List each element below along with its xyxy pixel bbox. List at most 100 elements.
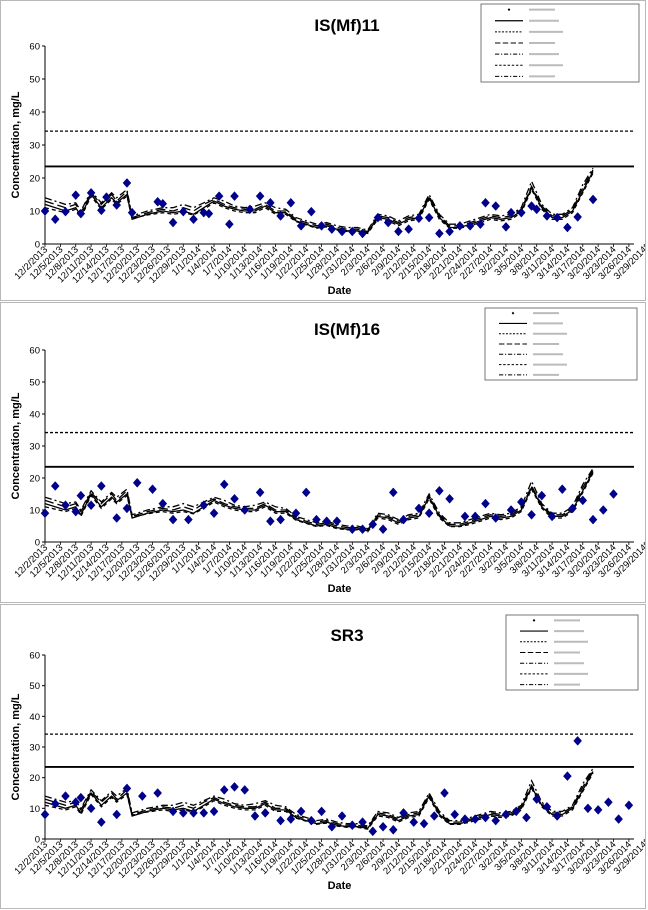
- data-point: [86, 500, 96, 511]
- data-point: [424, 212, 434, 223]
- data-point: [419, 818, 429, 829]
- y-tick-label: 20: [29, 174, 40, 185]
- legend-marker: [532, 618, 536, 622]
- data-point: [542, 801, 552, 812]
- data-point: [516, 207, 526, 218]
- data-point: [189, 214, 198, 225]
- data-point: [450, 809, 460, 820]
- data-point: [306, 815, 316, 826]
- data-point: [189, 808, 198, 818]
- data-point: [168, 217, 178, 228]
- data-point: [501, 221, 511, 232]
- data-point: [260, 808, 270, 818]
- x-axis-label: Date: [328, 583, 352, 595]
- data-point: [383, 217, 393, 228]
- data-point: [245, 204, 255, 215]
- series-line-long-dash: [44, 769, 594, 829]
- data-point: [204, 208, 214, 219]
- data-point: [476, 219, 485, 230]
- data-point: [158, 498, 168, 509]
- chart-title: SR3: [330, 626, 363, 645]
- data-point: [168, 514, 178, 525]
- data-point: [322, 516, 332, 527]
- data-point: [557, 484, 567, 495]
- data-point: [276, 514, 285, 525]
- data-point: [373, 212, 383, 223]
- data-point: [71, 797, 81, 808]
- data-point: [153, 788, 163, 798]
- data-point: [552, 811, 562, 821]
- data-point: [516, 497, 526, 507]
- data-point: [266, 516, 275, 527]
- data-point: [368, 826, 378, 837]
- data-point: [240, 785, 250, 795]
- data-point: [435, 485, 444, 496]
- data-point: [50, 214, 60, 225]
- data-point: [388, 487, 398, 498]
- data-point: [358, 228, 367, 239]
- data-point: [424, 508, 434, 519]
- data-point: [148, 484, 157, 495]
- data-point: [465, 220, 475, 231]
- data-point: [276, 815, 285, 826]
- data-point: [440, 788, 449, 798]
- y-tick-label: 40: [29, 712, 40, 723]
- data-point: [332, 516, 342, 527]
- data-point: [337, 811, 347, 821]
- data-point: [460, 814, 470, 824]
- data-point: [378, 821, 388, 832]
- data-point: [445, 226, 454, 237]
- data-point: [598, 505, 608, 515]
- data-point: [552, 212, 562, 223]
- data-point: [71, 506, 81, 517]
- data-point: [71, 190, 81, 201]
- data-point: [230, 191, 239, 202]
- data-point: [61, 791, 70, 801]
- data-point: [266, 197, 275, 208]
- data-point: [532, 794, 542, 805]
- chart-panel-2: IS(Mf)16 Concentration, mg/L 0 10 20 30 40 50 60…: [0, 302, 646, 603]
- series-line-dash-dot: [44, 768, 594, 827]
- data-point: [470, 511, 480, 522]
- data-point: [40, 508, 50, 519]
- data-point: [588, 514, 598, 525]
- chart-2-svg: IS(Mf)16 Concentration, mg/L 0 10 20 30 40 50 60…: [10, 307, 645, 595]
- legend: [505, 614, 639, 691]
- data-point: [573, 212, 582, 222]
- data-point: [481, 498, 490, 509]
- data-point: [409, 817, 419, 828]
- series-line-dash-dot: [44, 468, 594, 530]
- data-point: [388, 824, 398, 835]
- data-point: [506, 505, 516, 515]
- data-point: [112, 513, 122, 523]
- data-point: [286, 197, 296, 208]
- data-point: [593, 804, 603, 815]
- y-tick-label: 40: [29, 410, 40, 421]
- y-tick-label: 0: [35, 538, 40, 549]
- data-point: [511, 806, 521, 817]
- data-point: [435, 228, 444, 239]
- data-point: [368, 519, 378, 530]
- data-point: [404, 224, 413, 235]
- data-point: [347, 226, 357, 237]
- data-point: [209, 806, 219, 817]
- data-point: [491, 513, 501, 523]
- data-point: [491, 201, 501, 211]
- data-point: [76, 208, 86, 219]
- data-point: [455, 220, 465, 231]
- data-point: [460, 511, 470, 522]
- data-point: [97, 205, 106, 216]
- data-point: [199, 808, 209, 818]
- data-point: [76, 792, 86, 803]
- series-line-short-dash: [44, 472, 594, 533]
- data-point: [358, 524, 367, 535]
- data-point: [122, 783, 132, 794]
- chart-panel-3: SR3 Concentration, mg/L 0 10 20 30 40 50 60 12/2/…: [0, 604, 646, 909]
- data-point: [527, 509, 536, 520]
- data-point: [563, 222, 572, 233]
- y-tick-label: 0: [35, 240, 40, 251]
- data-point: [112, 200, 122, 210]
- data-point: [414, 503, 424, 514]
- data-point: [219, 479, 229, 490]
- chart-panel-1: IS(Mf)11 Concentration, mg/L 0 10 20 30 40 50 60…: [0, 0, 646, 301]
